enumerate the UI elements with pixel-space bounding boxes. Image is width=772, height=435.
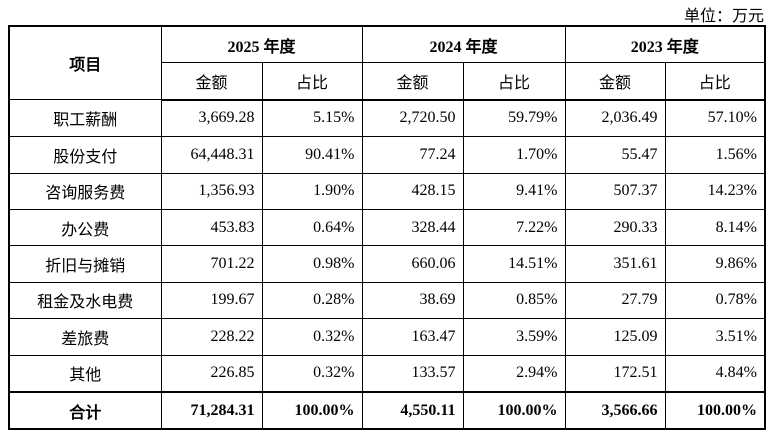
cell-value: 199.67 <box>160 281 263 320</box>
data-row: 办公费 453.83 0.64% 328.44 7.22% 290.33 8.14% <box>8 208 766 247</box>
row-label: 咨询服务费 <box>8 172 162 210</box>
cell-value: 0.98% <box>261 245 363 283</box>
year-header: 2024 年度 <box>361 25 566 64</box>
cell-value: 3.59% <box>462 318 566 356</box>
cell-value: 90.41% <box>261 136 363 174</box>
cell-value: 5.15% <box>261 99 363 138</box>
total-value: 100.00% <box>462 390 566 430</box>
expense-table: 项目 2025 年度 2024 年度 2023 年度 金额 占比 金额 占比 金额 占比 职工薪酬 3… <box>8 25 766 431</box>
row-label: 股份支付 <box>8 136 162 174</box>
cell-value: 2,720.50 <box>361 99 464 138</box>
year-header: 2025 年度 <box>160 25 363 64</box>
data-row: 咨询服务费 1,356.93 1.90% 428.15 9.41% 507.37 14.23… <box>8 172 766 210</box>
cell-value: 4.84% <box>664 354 766 393</box>
cell-value: 0.64% <box>261 208 363 247</box>
cell-value: 0.28% <box>261 281 363 320</box>
item-header: 项目 <box>8 25 162 101</box>
cell-value: 9.86% <box>664 245 766 283</box>
cell-value: 1,356.93 <box>160 172 263 210</box>
header-row: 项目 2025 年度 2024 年度 2023 年度 <box>8 25 766 101</box>
cell-value: 14.51% <box>462 245 566 283</box>
cell-value: 228.22 <box>160 318 263 356</box>
cell-value: 9.41% <box>462 172 566 210</box>
row-label: 职工薪酬 <box>8 99 162 138</box>
cell-value: 453.83 <box>160 208 263 247</box>
data-row: 差旅费 228.22 0.32% 163.47 3.59% 125.09 3.51% <box>8 318 766 356</box>
cell-value: 0.32% <box>261 318 363 356</box>
sub-header: 金额 <box>564 62 666 101</box>
sub-header: 占比 <box>462 62 566 101</box>
cell-value: 2.94% <box>462 354 566 393</box>
cell-value: 0.32% <box>261 354 363 393</box>
year-header: 2023 年度 <box>564 25 766 64</box>
cell-value: 133.57 <box>361 354 464 393</box>
cell-value: 77.24 <box>361 136 464 174</box>
cell-value: 7.22% <box>462 208 566 247</box>
total-value: 100.00% <box>664 390 766 430</box>
data-row: 股份支付 64,448.31 90.41% 77.24 1.70% 55.47 1.56% <box>8 136 766 174</box>
data-row: 租金及水电费 199.67 0.28% 38.69 0.85% 27.79 0.78% <box>8 281 766 320</box>
cell-value: 64,448.31 <box>160 136 263 174</box>
cell-value: 701.22 <box>160 245 263 283</box>
total-label: 合计 <box>8 390 162 430</box>
cell-value: 14.23% <box>664 172 766 210</box>
total-value: 71,284.31 <box>160 390 263 430</box>
cell-value: 55.47 <box>564 136 666 174</box>
row-label: 租金及水电费 <box>8 281 162 320</box>
row-label: 其他 <box>8 354 162 393</box>
data-row: 折旧与摊销 701.22 0.98% 660.06 14.51% 351.61 9.86% <box>8 245 766 283</box>
total-value: 4,550.11 <box>361 390 464 430</box>
data-row: 职工薪酬 3,669.28 5.15% 2,720.50 59.79% 2,036.49 5… <box>8 99 766 138</box>
data-row: 其他 226.85 0.32% 133.57 2.94% 172.51 4.84% <box>8 354 766 393</box>
cell-value: 1.90% <box>261 172 363 210</box>
row-label: 折旧与摊销 <box>8 245 162 283</box>
cell-value: 660.06 <box>361 245 464 283</box>
cell-value: 27.79 <box>564 281 666 320</box>
cell-value: 38.69 <box>361 281 464 320</box>
unit-label: 单位：万元 <box>683 8 764 25</box>
cell-value: 172.51 <box>564 354 666 393</box>
cell-value: 290.33 <box>564 208 666 247</box>
cell-value: 2,036.49 <box>564 99 666 138</box>
cell-value: 328.44 <box>361 208 464 247</box>
total-value: 3,566.66 <box>564 390 666 430</box>
cell-value: 0.85% <box>462 281 566 320</box>
cell-value: 507.37 <box>564 172 666 210</box>
cell-value: 125.09 <box>564 318 666 356</box>
sub-header: 占比 <box>664 62 766 101</box>
cell-value: 1.56% <box>664 136 766 174</box>
cell-value: 1.70% <box>462 136 566 174</box>
cell-value: 3.51% <box>664 318 766 356</box>
row-label: 差旅费 <box>8 318 162 356</box>
cell-value: 3,669.28 <box>160 99 263 138</box>
cell-value: 57.10% <box>664 99 766 138</box>
sub-header: 金额 <box>361 62 464 101</box>
cell-value: 59.79% <box>462 99 566 138</box>
cell-value: 163.47 <box>361 318 464 356</box>
sub-header: 金额 <box>160 62 263 101</box>
total-value: 100.00% <box>261 390 363 430</box>
sub-header: 占比 <box>261 62 363 101</box>
row-label: 办公费 <box>8 208 162 247</box>
cell-value: 351.61 <box>564 245 666 283</box>
cell-value: 226.85 <box>160 354 263 393</box>
subheader-row: 金额 占比 金额 占比 金额 占比 <box>9 62 766 101</box>
cell-value: 0.78% <box>664 281 766 320</box>
cell-value: 428.15 <box>361 172 464 210</box>
total-row: 合计 71,284.31 100.00% 4,550.11 100.00% 3,566.6… <box>8 390 766 430</box>
cell-value: 8.14% <box>664 208 766 247</box>
